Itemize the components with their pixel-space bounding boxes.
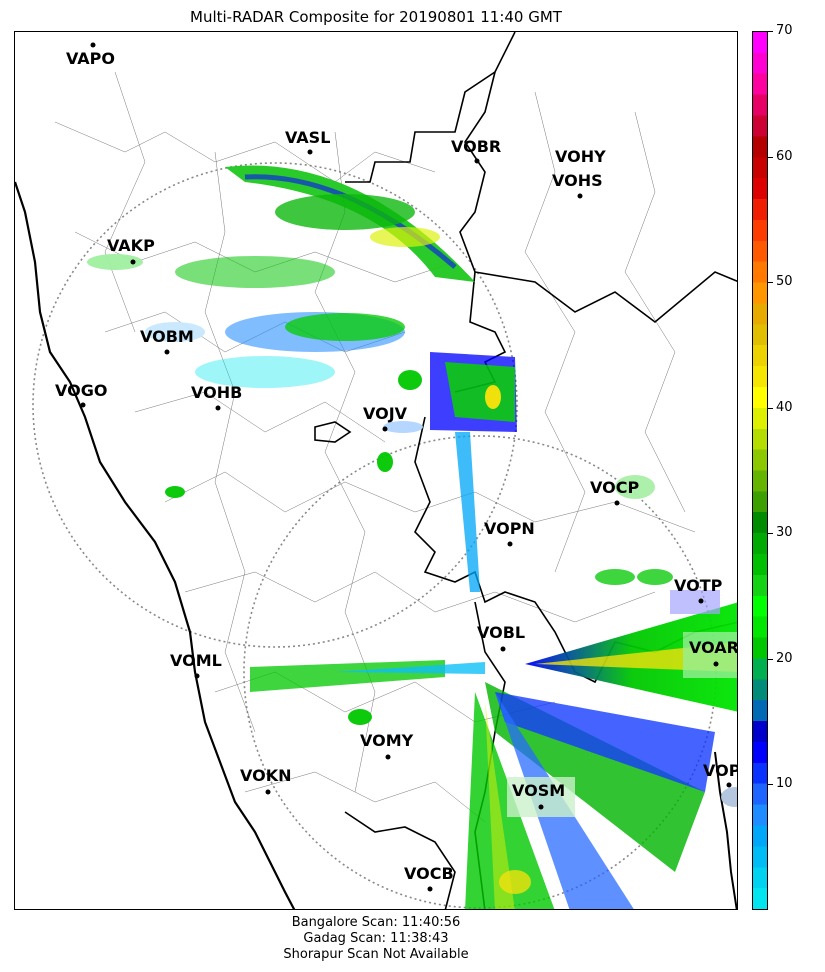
station-dot-vojv [382, 426, 388, 432]
colorbar-tick-label: 70 [776, 23, 793, 38]
station-label-vocb: VOCB [404, 864, 454, 883]
station-label-vopc: VOPC [703, 761, 737, 780]
station-dot-vomy [385, 754, 391, 760]
colorbar-tick [768, 282, 773, 284]
station-dot-vohb [215, 405, 221, 411]
station-label-vomy: VOMY [360, 731, 414, 750]
station-label-voar: VOAR [689, 638, 738, 657]
station-label-votp: VOTP [674, 576, 723, 595]
station-label-vapo: VAPO [66, 49, 116, 68]
station-dot-vobr [474, 158, 480, 164]
station-label-vosm: VOSM [512, 781, 566, 800]
station-label-vocp: VOCP [590, 478, 640, 497]
station-label-voml: VOML [170, 651, 222, 670]
station-dot-vocb [427, 886, 433, 892]
station-dot-votp [698, 598, 704, 604]
colorbar-tick-label: 40 [776, 399, 793, 415]
colorbar-tick [768, 31, 773, 32]
station-dot-vosm [538, 804, 544, 810]
station-dot-vopn [507, 541, 513, 547]
colorbar-tick-label: 20 [776, 650, 793, 666]
colorbar-tick [768, 407, 773, 409]
map-title: Multi-RADAR Composite for 20190801 11:40… [190, 8, 562, 26]
station-dot-vogo [80, 402, 86, 408]
radar-map-canvas [15, 32, 737, 909]
colorbar-tick [768, 784, 773, 786]
footer-shorapur-scan: Shorapur Scan Not Available [283, 947, 469, 962]
station-label-vobm: VOBM [140, 327, 194, 346]
station-label-vohb: VOHB [191, 383, 243, 402]
station-label-vohs: VOHS [552, 171, 603, 190]
station-label-vobl: VOBL [477, 623, 526, 642]
station-dot-voar [713, 661, 719, 667]
station-dot-vobl [500, 646, 506, 652]
colorbar-tick [768, 156, 773, 158]
coastline [714, 751, 737, 909]
radar-range-ring [32, 162, 518, 648]
station-dot-vohs [577, 193, 583, 199]
station-dot-vopc [726, 782, 732, 788]
colorbar-tick-label: 60 [776, 148, 793, 164]
district-boundaries [54, 71, 696, 823]
station-dot-vasl [307, 149, 313, 155]
station-dot-vobm [164, 349, 170, 355]
station-label-vopn: VOPN [484, 519, 535, 538]
footer-bangalore-scan: Bangalore Scan: 11:40:56 [291, 915, 461, 930]
radar-echoes [87, 165, 737, 909]
station-label-vogo: VOGO [55, 381, 108, 400]
station-dot-vapo [90, 42, 96, 48]
colorbar-tick-label: 30 [776, 525, 793, 541]
station-markers [80, 42, 732, 892]
footer-gadag-scan: Gadag Scan: 11:38:43 [303, 931, 449, 946]
colorbar-tick-label: 50 [776, 274, 793, 290]
station-label-vojv: VOJV [363, 404, 408, 423]
station-dot-voml [194, 673, 200, 679]
station-dot-vocp [614, 500, 620, 506]
colorbar [752, 31, 768, 910]
station-label-vobr: VOBR [451, 137, 502, 156]
colorbar-tick [768, 533, 773, 535]
station-label-vakp: VAKP [107, 236, 155, 255]
station-label-vasl: VASL [285, 128, 331, 147]
colorbar-tick [768, 658, 773, 660]
radar-map: VAPO VASL VOBR VOHY VOHS VAKP VOBM VOGO … [14, 31, 738, 910]
station-label-vokn: VOKN [240, 766, 292, 785]
colorbar-tick-label: 10 [776, 776, 793, 792]
station-dot-vakp [130, 259, 136, 265]
station-dot-vokn [265, 789, 271, 795]
station-label-vohy: VOHY [555, 147, 606, 166]
coastline [15, 181, 296, 909]
